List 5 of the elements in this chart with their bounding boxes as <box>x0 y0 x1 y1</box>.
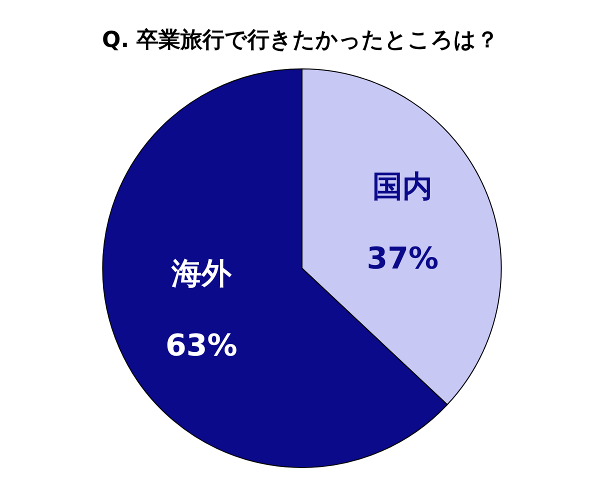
data-label: 37% <box>366 241 439 276</box>
slice-label: 国内 <box>372 169 433 204</box>
slice-label: 海外 <box>170 256 232 292</box>
data-label: 63% <box>165 328 238 364</box>
chart-title: Q. 卒業旅行で行きたかったところは？ <box>102 26 499 53</box>
